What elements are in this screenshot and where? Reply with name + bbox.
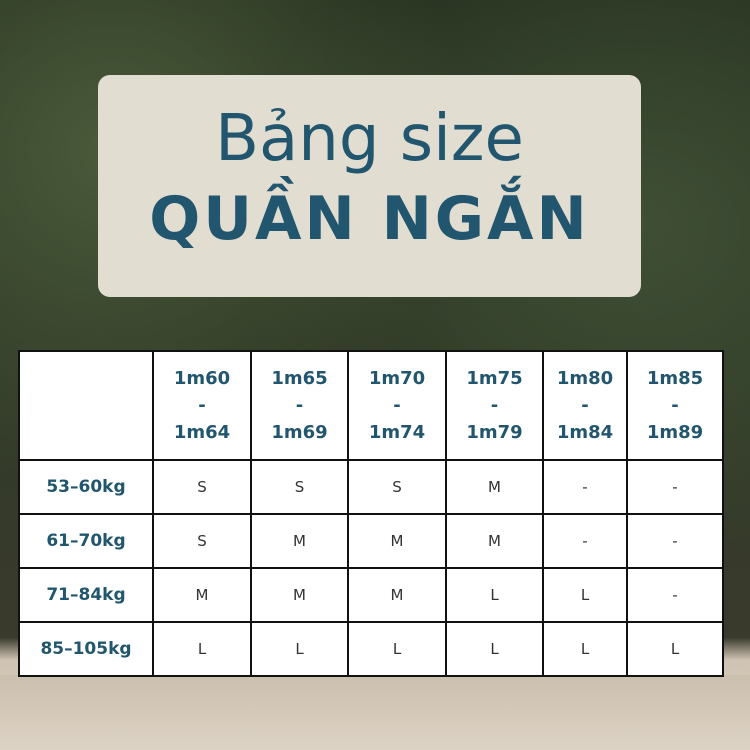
corner-cell <box>18 350 154 461</box>
height-header: 1m80-1m84 <box>542 350 628 461</box>
height-header: 1m85-1m89 <box>626 350 724 461</box>
size-cell: - <box>626 513 724 569</box>
size-cell: L <box>152 621 252 677</box>
size-cell: S <box>152 459 252 515</box>
size-cell: S <box>347 459 447 515</box>
weight-label: 53–60kg <box>18 459 154 515</box>
size-cell: L <box>542 621 628 677</box>
size-cell: S <box>250 459 349 515</box>
table-row: 61–70kg S M M M - - <box>18 513 724 569</box>
size-cell: M <box>152 567 252 623</box>
size-table: 1m60-1m64 1m65-1m69 1m70-1m74 1m75-1m79 … <box>18 350 724 677</box>
size-cell: L <box>250 621 349 677</box>
height-header: 1m60-1m64 <box>152 350 252 461</box>
table-row: 71–84kg M M M L L - <box>18 567 724 623</box>
size-cell: M <box>347 513 447 569</box>
beach-sand <box>0 675 750 750</box>
height-header: 1m65-1m69 <box>250 350 349 461</box>
size-cell: - <box>542 513 628 569</box>
size-cell: - <box>542 459 628 515</box>
size-cell: M <box>445 513 544 569</box>
title-line2: QUẦN NGẮN <box>149 184 590 254</box>
size-cell: L <box>445 567 544 623</box>
height-header: 1m75-1m79 <box>445 350 544 461</box>
header-row: 1m60-1m64 1m65-1m69 1m70-1m74 1m75-1m79 … <box>18 350 724 461</box>
size-cell: L <box>445 621 544 677</box>
size-cell: L <box>542 567 628 623</box>
size-cell: L <box>626 621 724 677</box>
size-cell: - <box>626 567 724 623</box>
weight-label: 71–84kg <box>18 567 154 623</box>
size-cell: M <box>445 459 544 515</box>
title-card: Bảng size QUẦN NGẮN <box>98 75 641 297</box>
size-cell: M <box>250 513 349 569</box>
table-row: 85–105kg L L L L L L <box>18 621 724 677</box>
table-row: 53–60kg S S S M - - <box>18 459 724 515</box>
weight-label: 61–70kg <box>18 513 154 569</box>
size-cell: M <box>250 567 349 623</box>
weight-label: 85–105kg <box>18 621 154 677</box>
size-cell: S <box>152 513 252 569</box>
height-header: 1m70-1m74 <box>347 350 447 461</box>
size-cell: L <box>347 621 447 677</box>
size-cell: M <box>347 567 447 623</box>
title-line1: Bảng size <box>215 102 524 176</box>
size-cell: - <box>626 459 724 515</box>
